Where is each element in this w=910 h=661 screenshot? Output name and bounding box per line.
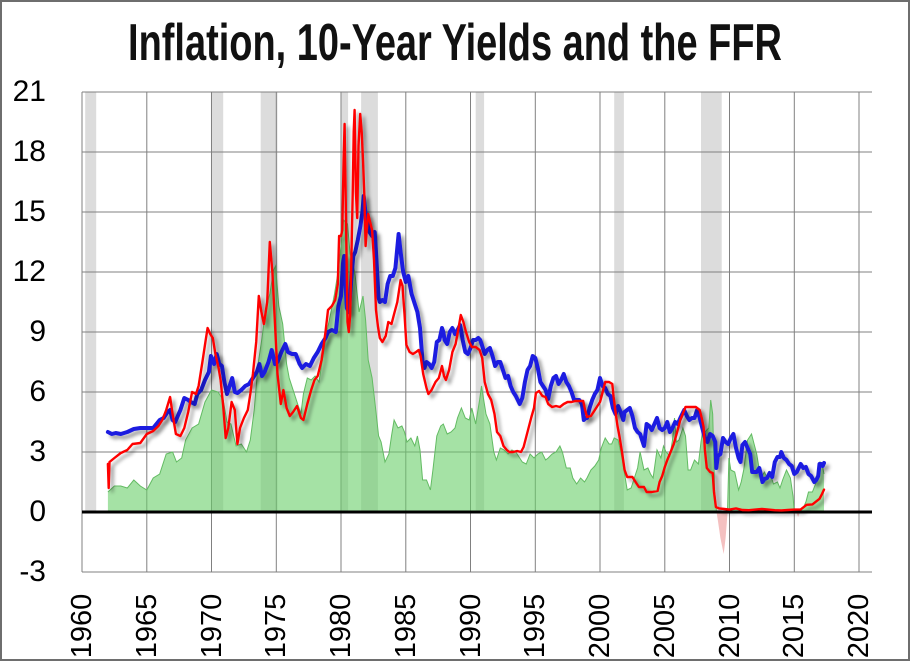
x-tick-label: 1975	[260, 593, 293, 659]
x-tick-label: 2000	[584, 593, 616, 659]
y-tick-label: 15	[12, 195, 46, 228]
y-tick-label: 21	[12, 75, 46, 108]
x-tick-label: 1980	[325, 593, 357, 659]
y-tick-label: 18	[12, 135, 46, 168]
series-inflation-area	[107, 220, 824, 512]
recession-band	[475, 92, 485, 512]
recession-band	[85, 92, 97, 512]
series-10-year-yield-line	[105, 194, 826, 484]
y-tick-label: -3	[19, 555, 46, 588]
x-tick-label: 2020	[843, 593, 875, 659]
series-ffr-line	[106, 108, 826, 512]
x-tick-label: 1990	[454, 593, 487, 659]
y-tick-label: 6	[29, 375, 46, 408]
x-tick-label: 2010	[713, 593, 746, 659]
series-inflation-negative-area	[107, 512, 824, 554]
recession-band	[614, 92, 624, 512]
y-tick-label: 0	[29, 495, 46, 528]
x-tick-label: 1960	[66, 593, 98, 659]
chart-title: Inflation, 10-Year Yields and the FFR	[128, 14, 782, 72]
x-tick-label: 2015	[778, 593, 811, 659]
x-tick-label: 1985	[389, 593, 422, 659]
y-tick-label: 3	[29, 435, 46, 468]
y-tick-label: 9	[29, 315, 46, 348]
x-tick-label: 1995	[519, 593, 552, 659]
recession-band	[701, 92, 722, 512]
x-tick-label: 1965	[130, 593, 163, 659]
x-tick-label: 2005	[648, 593, 681, 659]
y-tick-label: 12	[12, 255, 46, 288]
x-tick-label: 1970	[195, 593, 228, 659]
